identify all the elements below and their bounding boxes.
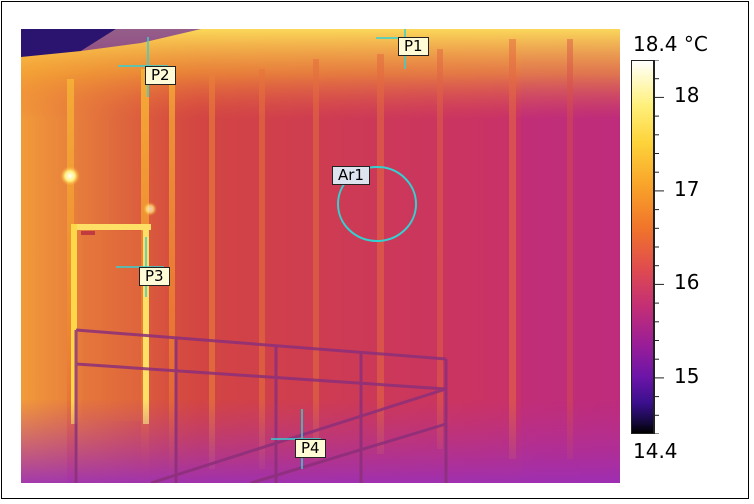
colorbar-ticks (654, 60, 664, 434)
marker-label-p3: P3 (139, 267, 170, 286)
colorbar-tick-label: 15 (674, 363, 700, 388)
hotspot-light (60, 166, 80, 186)
colorbar-tick-label: 16 (674, 270, 700, 295)
marker-label-p2: P2 (145, 66, 176, 85)
stair-railing (74, 328, 448, 483)
area-ar1-circle[interactable] (337, 166, 417, 242)
sky-corner-edge (81, 29, 201, 51)
scale-max-label: 18.4 °C (633, 32, 708, 56)
thermal-image: P1 P2 P3 P4 Ar1 (21, 29, 620, 483)
marker-label-ar1: Ar1 (332, 166, 370, 185)
marker-label-p4: P4 (295, 439, 326, 458)
door-frame (71, 224, 151, 424)
scale-min-label: 14.4 (633, 439, 678, 463)
colorbar-tick-label: 17 (674, 176, 700, 201)
marker-label-p1: P1 (398, 37, 429, 56)
hotspot-fixture (143, 202, 157, 216)
thermal-image-canvas (21, 29, 620, 483)
sky-corner (21, 29, 116, 57)
temperature-colorbar (631, 60, 654, 434)
colorbar-tick-label: 18 (674, 83, 700, 108)
